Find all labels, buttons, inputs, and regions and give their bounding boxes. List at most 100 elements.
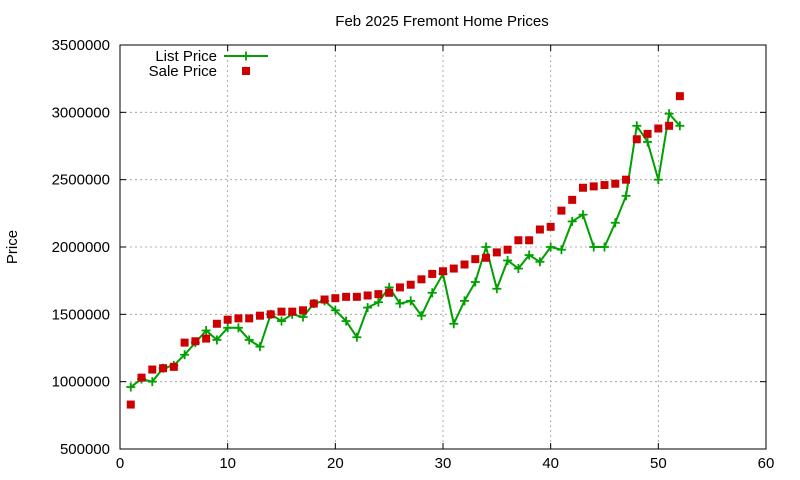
list-price-point: [341, 316, 351, 326]
sale-price-point: [234, 314, 243, 323]
list-price-point: [449, 319, 459, 329]
sale-price-point: [632, 135, 641, 144]
list-price-point: [632, 121, 642, 131]
x-tick-label: 50: [650, 455, 667, 472]
sale-price-point: [395, 283, 404, 292]
list-price-point: [201, 325, 211, 335]
list-price-point: [373, 297, 383, 307]
legend-swatch-list-price-marker: [241, 51, 251, 61]
sale-price-point: [202, 334, 211, 343]
list-price-point: [147, 377, 157, 387]
sale-price-point: [266, 310, 275, 319]
y-tick-label: 500000: [60, 441, 110, 458]
sale-price-point: [471, 255, 480, 264]
list-price-point: [503, 255, 513, 265]
sale-price-point: [643, 129, 652, 138]
list-price-point: [589, 242, 599, 252]
list-price-point: [427, 288, 437, 298]
sale-price-point: [255, 311, 264, 320]
sale-price-point: [535, 225, 544, 234]
sale-price-point: [363, 291, 372, 300]
sale-price-point: [223, 315, 232, 324]
grid-lines: [120, 45, 766, 449]
sale-price-point: [428, 269, 437, 278]
list-price-point: [233, 323, 243, 333]
list-price-point: [223, 323, 233, 333]
list-price-point: [352, 332, 362, 342]
sale-price-point: [654, 124, 663, 133]
x-tick-label: 30: [435, 455, 452, 472]
list-price-point: [610, 218, 620, 228]
list-price-point: [578, 210, 588, 220]
list-price-point: [567, 216, 577, 226]
list-price-point: [653, 175, 663, 185]
sale-price-point: [665, 121, 674, 130]
sale-price-point: [589, 182, 598, 191]
y-tick-label: 2000000: [52, 239, 110, 256]
sale-price-point: [191, 337, 200, 346]
list-price-point: [546, 242, 556, 252]
list-price-point: [180, 350, 190, 360]
sale-price-point: [482, 253, 491, 262]
y-tick-label: 1500000: [52, 306, 110, 323]
sale-price-point: [439, 267, 447, 276]
sale-price-point: [503, 245, 512, 254]
list-price-point: [675, 121, 685, 131]
sale-price-point: [277, 307, 286, 316]
list-price-point: [513, 264, 523, 274]
sale-price-point: [568, 195, 577, 204]
list-price-point: [492, 284, 502, 294]
y-tick-label: 2500000: [52, 172, 110, 189]
sale-price-point: [406, 280, 415, 289]
sale-price-point: [159, 364, 168, 373]
series-sale-price: [126, 92, 684, 409]
x-tick-label: 40: [542, 455, 559, 472]
sale-price-point: [492, 248, 501, 257]
list-price-point: [255, 342, 265, 352]
sale-price-point: [148, 365, 157, 374]
list-price-point: [126, 382, 136, 392]
legend-swatch-sale-price-marker: [242, 67, 250, 75]
sale-price-point: [600, 181, 609, 190]
sale-price-point: [137, 373, 146, 382]
sale-price-point: [578, 183, 587, 192]
sale-price-point: [460, 260, 469, 269]
sale-price-point: [557, 206, 566, 215]
list-price-point: [244, 335, 254, 345]
list-price-point: [643, 137, 653, 147]
list-price-point: [535, 257, 545, 267]
x-tick-label: 20: [327, 455, 344, 472]
sale-price-point: [288, 307, 297, 316]
sale-price-point: [299, 306, 308, 315]
legend-label-sale-price: Sale Price: [149, 63, 217, 80]
sale-price-point: [449, 264, 458, 273]
list-price-point: [556, 245, 566, 255]
list-price-point: [481, 242, 491, 252]
x-tick-label: 0: [116, 455, 124, 472]
y-tick-label: 1000000: [52, 374, 110, 391]
sale-price-point: [342, 292, 351, 301]
series-list-price: [126, 109, 685, 392]
legend: List Price Sale Price: [149, 48, 268, 80]
list-price-point: [212, 335, 222, 345]
list-price-point: [416, 311, 426, 321]
list-price-point: [524, 250, 534, 260]
sale-price-point: [126, 400, 135, 409]
sale-price-point: [169, 362, 178, 371]
sale-price-point: [514, 236, 523, 245]
sale-price-point: [611, 179, 620, 188]
sale-price-point: [546, 222, 555, 231]
list-price-point: [664, 109, 674, 119]
list-price-point: [621, 191, 631, 201]
sale-price-point: [417, 275, 426, 284]
sale-price-point: [245, 314, 254, 323]
axis-ticks: 0 10 20 30 40 50 60 500000 1000000 1500000 2000000…: [52, 37, 775, 472]
sale-price-point: [352, 292, 361, 301]
sale-price-point: [622, 175, 631, 184]
sale-price-point: [309, 299, 318, 308]
list-price-point: [470, 277, 480, 287]
list-price-point: [460, 296, 470, 306]
sale-price-point: [320, 295, 329, 304]
y-tick-label: 3500000: [52, 37, 110, 54]
sale-price-point: [180, 338, 189, 347]
